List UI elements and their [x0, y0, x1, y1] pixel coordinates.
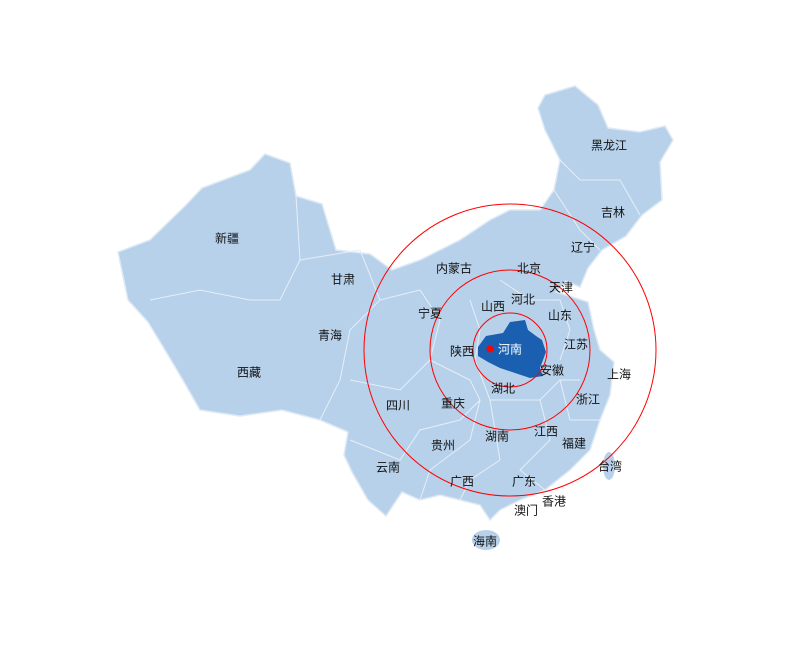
- province-label[interactable]: 台湾: [598, 459, 622, 474]
- province-label[interactable]: 吉林: [601, 206, 625, 220]
- ring-outer: [363, 203, 657, 497]
- province-label[interactable]: 青海: [318, 328, 342, 343]
- province-label[interactable]: 江西: [534, 425, 558, 439]
- china-landmass: [117, 85, 674, 550]
- province-label[interactable]: 陕西: [450, 344, 474, 359]
- province-label[interactable]: 湖南: [485, 429, 509, 444]
- province-label[interactable]: 甘肃: [331, 273, 355, 287]
- province-label[interactable]: 云南: [376, 460, 400, 475]
- province-label[interactable]: 山西: [481, 300, 505, 314]
- mainland-shape[interactable]: [117, 85, 674, 522]
- province-label[interactable]: 山东: [548, 309, 572, 323]
- province-label[interactable]: 新疆: [215, 231, 239, 246]
- province-label[interactable]: 河北: [511, 293, 535, 307]
- province-label[interactable]: 北京: [517, 262, 541, 276]
- ring-middle: [429, 269, 591, 431]
- distance-rings: [363, 203, 657, 497]
- province-label[interactable]: 内蒙古: [436, 261, 472, 276]
- hainan-shape[interactable]: [472, 530, 500, 550]
- province-label[interactable]: 四川: [386, 399, 410, 413]
- province-label[interactable]: 福建: [562, 436, 586, 451]
- province-label[interactable]: 天津: [549, 281, 573, 295]
- province-label[interactable]: 上海: [607, 367, 631, 382]
- province-label[interactable]: 浙江: [576, 393, 600, 407]
- henan-marker-dot[interactable]: [486, 345, 494, 353]
- province-label[interactable]: 重庆: [441, 397, 465, 411]
- province-label[interactable]: 广西: [450, 475, 474, 489]
- province-label[interactable]: 黑龙江: [591, 139, 627, 153]
- province-label[interactable]: 澳门: [514, 503, 538, 518]
- province-label[interactable]: 贵州: [431, 439, 455, 453]
- province-label[interactable]: 香港: [542, 495, 566, 509]
- province-label[interactable]: 西藏: [237, 366, 261, 380]
- province-label[interactable]: 海南: [473, 534, 497, 549]
- province-borders: [149, 159, 641, 501]
- province-label[interactable]: 辽宁: [571, 240, 595, 255]
- province-label[interactable]: 安徽: [540, 363, 564, 378]
- province-label[interactable]: 广东: [512, 475, 536, 489]
- henan-highlight[interactable]: [478, 320, 546, 378]
- province-label[interactable]: 宁夏: [418, 306, 442, 321]
- taiwan-shape[interactable]: [603, 452, 615, 480]
- province-label[interactable]: 湖北: [491, 381, 515, 396]
- province-label[interactable]: 江苏: [564, 338, 588, 352]
- province-label[interactable]: 河南: [498, 342, 522, 357]
- ring-inner: [472, 312, 548, 388]
